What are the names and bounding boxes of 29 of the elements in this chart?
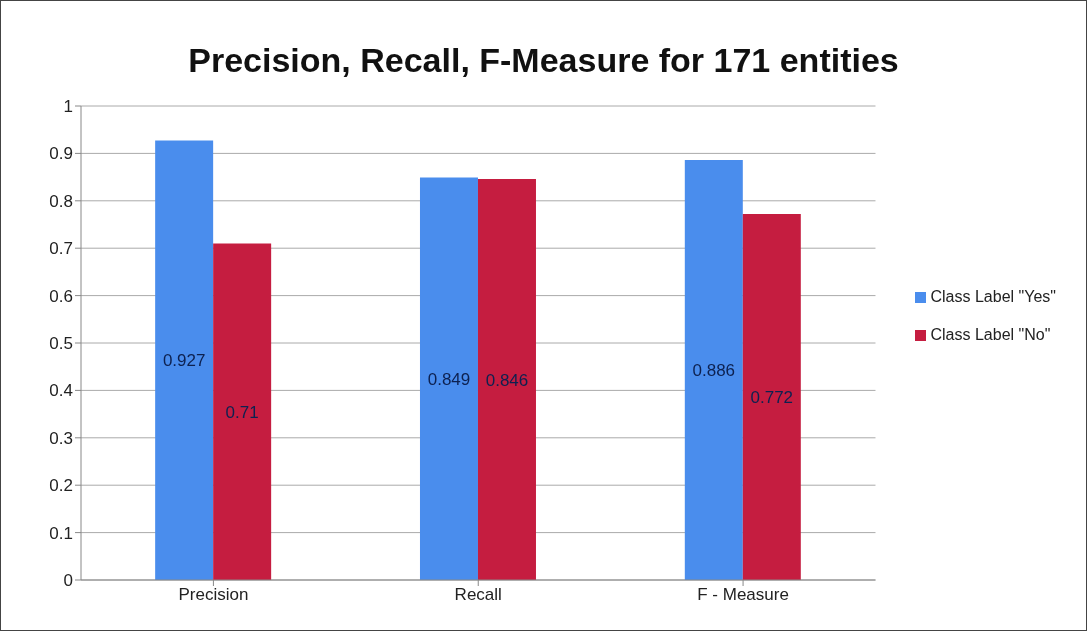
data-label: 0.886 [692,361,736,381]
bar [419,177,478,580]
y-tick-label: 0.3 [49,428,73,448]
data-label: 0.772 [750,388,794,408]
x-tick-label: F - Measure [697,585,789,605]
y-tick-label: 0.9 [49,144,73,164]
y-tick-label: 0.7 [49,239,73,259]
y-tick-label: 1 [63,97,73,117]
data-label: 0.71 [225,402,259,422]
bar [477,179,536,580]
y-tick-label: 0.5 [49,334,73,354]
y-tick-label: 0.4 [49,381,73,401]
bar [155,140,214,580]
data-label: 0.927 [162,351,206,371]
y-tick-label: 0.2 [49,476,73,496]
data-label: 0.849 [427,369,471,389]
legend-label: Class Label "Yes" [930,287,1056,305]
x-tick-label: Recall [454,585,502,605]
y-tick-label: 0 [63,571,73,591]
y-tick-label: 0.8 [49,191,73,211]
legend-label: Class Label "No" [930,325,1051,343]
bar [213,243,272,580]
data-label: 0.846 [485,370,529,390]
chart-title: Precision, Recall, F-Measure for 171 entities [187,41,900,80]
y-tick-label: 0.1 [49,523,73,543]
y-tick-label: 0.6 [49,286,73,306]
bar [684,160,743,580]
bar [742,214,801,580]
x-tick-label: Precision [178,585,249,605]
